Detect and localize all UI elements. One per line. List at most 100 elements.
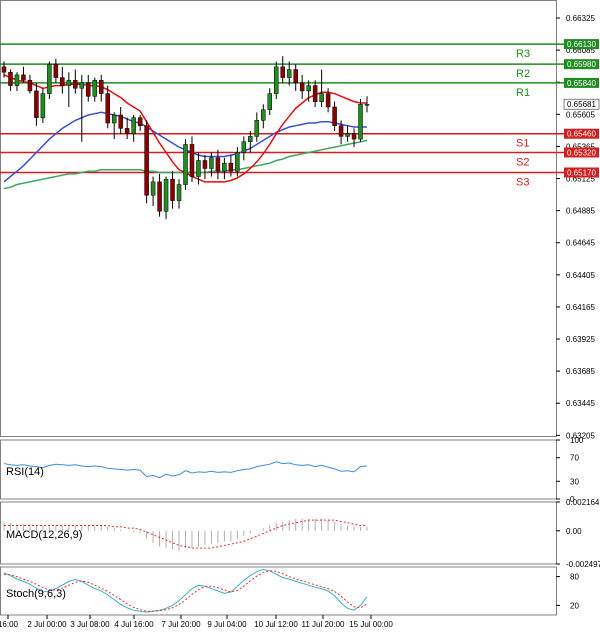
candle-body: [352, 134, 356, 139]
x-tick-label: 11 Jul 20:00: [302, 620, 346, 629]
level-tag-label-r2: 0.65980: [567, 60, 596, 69]
candle-body: [145, 126, 149, 196]
candle-body: [339, 126, 343, 137]
x-tick-label: 4 Jul 16:00: [114, 620, 154, 629]
candle-body: [138, 118, 142, 126]
level-label-r1: R1: [516, 87, 530, 99]
candle-body: [47, 64, 51, 93]
candle-body: [119, 115, 123, 128]
candle-body: [229, 163, 233, 171]
candle-body: [196, 160, 200, 176]
candle-body: [268, 94, 272, 110]
rsi-title: RSI(14): [6, 466, 44, 478]
macd-y-tick-label: 0.00: [566, 527, 582, 536]
candle-body: [99, 80, 103, 93]
candle-body: [41, 94, 45, 118]
candle-body: [261, 110, 265, 121]
candle-body: [216, 158, 220, 171]
main-y-tick-label: 0.64645: [566, 239, 595, 248]
candle-body: [171, 179, 175, 200]
level-label-r2: R2: [516, 68, 530, 80]
candle-body: [164, 179, 168, 211]
candle-body: [307, 86, 311, 91]
x-tick-label: 15 Jul 00:00: [349, 620, 393, 629]
level-label-s3: S3: [516, 177, 529, 189]
main-y-tick-label: 0.64405: [566, 271, 595, 280]
rsi-y-tick-label: 70: [570, 454, 579, 463]
macd-title: MACD(12,26,9): [6, 529, 82, 541]
candle-body: [190, 144, 194, 176]
candle-body: [313, 86, 317, 102]
candle-body: [80, 83, 84, 88]
candle-body: [346, 134, 350, 137]
candle-body: [365, 104, 369, 105]
macd-y-tick-label: -0.002497: [566, 560, 600, 569]
macd-y-tick-label: 0.002164: [566, 498, 600, 507]
candle-body: [86, 83, 90, 96]
candle-body: [8, 72, 12, 85]
candle-body: [320, 94, 324, 102]
x-tick-label: 2 Jul 00:00: [27, 620, 67, 629]
candle-body: [287, 70, 291, 78]
level-label-s2: S2: [516, 156, 529, 168]
candle-body: [132, 118, 136, 134]
candle-body: [294, 70, 298, 83]
candle-body: [359, 104, 363, 139]
stoch-y-tick-label: 20: [570, 601, 579, 610]
candle-body: [125, 128, 129, 133]
main-y-tick-label: 0.66325: [566, 14, 595, 23]
main-y-tick-label: 0.63445: [566, 399, 595, 408]
candle-body: [326, 94, 330, 107]
candle-body: [73, 80, 77, 88]
x-tick-label: 7 Jul 20:00: [161, 620, 201, 629]
rsi-y-tick-label: 30: [570, 477, 579, 486]
candle-body: [255, 120, 259, 136]
candle-body: [209, 158, 213, 169]
candle-body: [281, 67, 285, 78]
main-y-tick-label: 0.63685: [566, 367, 595, 376]
candle-body: [158, 182, 162, 211]
candle-body: [151, 182, 155, 195]
x-tick-label: 10 Jul 12:00: [254, 620, 298, 629]
candle-body: [15, 75, 19, 86]
x-tick-label: 16:00: [0, 620, 19, 629]
level-tag-label-s3: 0.65170: [567, 169, 596, 178]
level-label-s1: S1: [516, 138, 529, 150]
candle-body: [300, 83, 304, 91]
stoch-title: Stoch(9,6,3): [6, 588, 66, 600]
candle-body: [106, 94, 110, 123]
candle-body: [274, 67, 278, 94]
main-y-tick-label: 0.64885: [566, 207, 595, 216]
level-tag-label-r3: 0.66130: [567, 40, 596, 49]
candle-body: [333, 107, 337, 126]
candle-body: [177, 185, 181, 201]
candle-body: [248, 136, 252, 141]
candle-body: [222, 163, 226, 171]
rsi-y-tick-label: 100: [570, 436, 584, 445]
candle-body: [242, 142, 246, 153]
candle-body: [60, 78, 64, 86]
candle-body: [2, 67, 6, 72]
main-y-tick-label: 0.64165: [566, 303, 595, 312]
x-tick-label: 3 Jul 08:00: [70, 620, 110, 629]
main-y-tick-label: 0.65605: [566, 110, 595, 119]
level-label-r3: R3: [516, 48, 530, 60]
level-tag-label-s2: 0.65320: [567, 148, 596, 157]
level-tag-label-s1: 0.65460: [567, 130, 596, 139]
candle-body: [28, 80, 32, 91]
candle-body: [235, 152, 239, 171]
candle-body: [34, 91, 38, 118]
candle-body: [112, 115, 116, 123]
level-tag-label-r1: 0.65840: [567, 79, 596, 88]
stoch-y-tick-label: 80: [570, 573, 579, 582]
x-tick-label: 9 Jul 04:00: [207, 620, 247, 629]
candle-body: [203, 160, 207, 168]
current-price-label: 0.65681: [567, 100, 596, 109]
candle-body: [93, 80, 97, 96]
candle-body: [21, 75, 25, 80]
candle-body: [67, 80, 71, 85]
main-y-tick-label: 0.63925: [566, 335, 595, 344]
candle-body: [54, 64, 58, 77]
